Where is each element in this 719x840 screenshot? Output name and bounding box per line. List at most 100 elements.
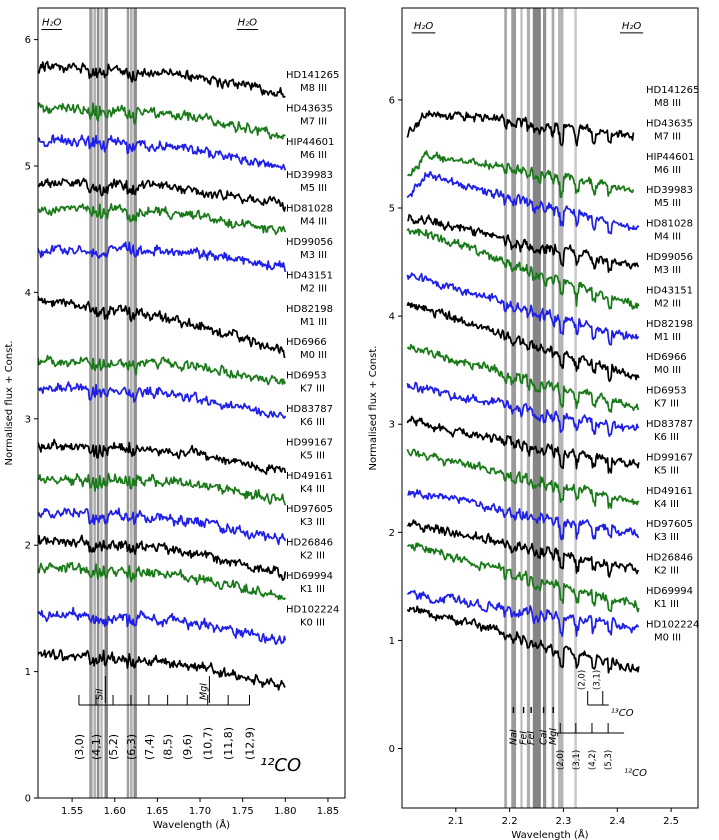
shaded-band [133, 8, 137, 798]
spectral-type-label: K4 III [300, 484, 325, 495]
spectral-type-label: M0 III [300, 350, 327, 361]
star-name-label: HD99167 [646, 452, 693, 463]
spectral-type-label: M3 III [654, 265, 681, 276]
k-band-panel: 2.1 2.2 2.3 2.4 2.5 0 1 2 3 4 5 6 Wavelength (Å) Norm… [368, 7, 699, 840]
star-name-label: HD99167 [286, 437, 333, 448]
shaded-band [126, 8, 130, 798]
line-marker-label: FeI [526, 731, 537, 745]
plot-frame [37, 7, 346, 799]
co12-label: ¹²CO [624, 768, 647, 779]
star-name-label: HD141265 [646, 85, 699, 96]
band-head-label: (11,8) [222, 727, 235, 760]
star-name-label: HD43151 [286, 270, 333, 281]
spectrum-line [38, 534, 287, 581]
x-tick-label: 2.1 [448, 816, 464, 827]
x-axis-label: Wavelength (Å) [153, 818, 230, 831]
spectrum-line [38, 381, 287, 419]
line-marker-label: MgI [548, 728, 559, 745]
shaded-band [89, 8, 93, 798]
star-name-label: HD81028 [646, 219, 693, 230]
shaded-band [551, 8, 555, 808]
spectral-type-label: M8 III [654, 98, 681, 109]
y-tick-label: 4 [389, 312, 395, 323]
water-band-label: H₂O [622, 21, 642, 32]
star-name-label: HD6966 [646, 352, 687, 363]
star-name-label: HD39983 [646, 185, 693, 196]
spectrum-line [406, 301, 640, 383]
co13-band-head-label: (3,1) [593, 670, 603, 690]
spectral-type-label: M6 III [654, 165, 681, 176]
spectral-type-label: K6 III [300, 417, 325, 428]
spectrum-line [38, 102, 286, 140]
star-name-label: HD102224 [286, 604, 339, 615]
spectrum-line [406, 448, 640, 509]
x-tick-label: 1.70 [189, 806, 211, 817]
star-name-label: HD49161 [286, 471, 333, 482]
spectral-type-label: K2 III [654, 566, 679, 577]
spectral-type-label: M5 III [654, 198, 681, 209]
spectrum-line [38, 177, 287, 212]
band-head-label: (4,1) [90, 734, 103, 760]
spectral-type-label: M2 III [300, 283, 327, 294]
band-head-label: (6,3) [125, 734, 138, 760]
spectral-type-label: K5 III [654, 465, 679, 476]
spectrum-line [406, 272, 639, 346]
star-name-label: HD6953 [646, 386, 687, 397]
x-tick-label: 1.65 [146, 806, 168, 817]
co12-band-head-label: (3,1) [572, 750, 582, 770]
spectral-type-label: K5 III [300, 450, 325, 461]
spectrum-line [406, 542, 640, 613]
shaded-band [96, 8, 100, 798]
x-tick-label: 2.3 [556, 816, 572, 827]
y-tick-label: 2 [389, 528, 395, 539]
spectra [406, 110, 640, 674]
y-tick-label: 5 [25, 162, 31, 173]
spectral-type-label: M4 III [300, 217, 327, 228]
spectrum-line [38, 134, 287, 171]
star-name-label: HD141265 [286, 70, 339, 81]
star-name-label: HD97605 [286, 504, 333, 515]
spectral-type-label: M8 III [300, 83, 327, 94]
co13-band-head-label: (2,0) [578, 670, 588, 690]
line-marker-label: FeI [519, 731, 530, 745]
spectrum-line [38, 648, 286, 691]
spectrum-line [38, 60, 286, 98]
spectrum-line [406, 110, 635, 147]
star-name-label: HD97605 [646, 519, 693, 530]
spectral-type-label: M0 III [654, 365, 681, 376]
line-marker-label: SiI [94, 688, 105, 700]
y-axis-label: Normalised flux + Const. [4, 341, 15, 466]
band-head-label: (10,7) [202, 727, 215, 760]
x-tick-label: 2.5 [663, 816, 679, 827]
star-name-label: HD26846 [646, 553, 693, 564]
spectral-type-label: M1 III [300, 317, 327, 328]
spectral-type-label: K1 III [300, 584, 325, 595]
shaded-band [511, 8, 517, 808]
star-name-label: HD69994 [286, 571, 333, 582]
spectral-type-label: M4 III [654, 232, 681, 243]
spectral-type-label: M6 III [300, 150, 327, 161]
star-name-label: HD43635 [286, 103, 333, 114]
co12-band-head-label: (5,3) [604, 750, 614, 770]
spectra [38, 60, 287, 691]
spectral-type-label: M7 III [654, 131, 681, 142]
star-name-label: HD39983 [286, 170, 333, 181]
star-name-label: HD83787 [646, 419, 693, 430]
star-name-label: HD49161 [646, 486, 693, 497]
y-axis-label: Normalised flux + Const. [368, 346, 379, 471]
spectral-type-label: K6 III [654, 432, 679, 443]
spectrum-line [38, 296, 286, 359]
line-marker-label: NaI [508, 729, 519, 745]
line-marker-label: CaI [539, 730, 550, 745]
shaded-band [104, 8, 108, 798]
spectral-type-label: K7 III [654, 399, 679, 410]
spectrum-line [38, 507, 287, 546]
spectral-type-label: K3 III [300, 517, 325, 528]
spectral-type-label: K0 III [300, 617, 325, 628]
spectral-type-label: K3 III [654, 532, 679, 543]
star-name-label: HD99056 [646, 252, 693, 263]
spectrum-line [406, 343, 640, 413]
x-tick-label: 2.2 [502, 816, 518, 827]
star-name-label: HD6953 [286, 371, 327, 382]
spectral-type-label: K4 III [654, 499, 679, 510]
